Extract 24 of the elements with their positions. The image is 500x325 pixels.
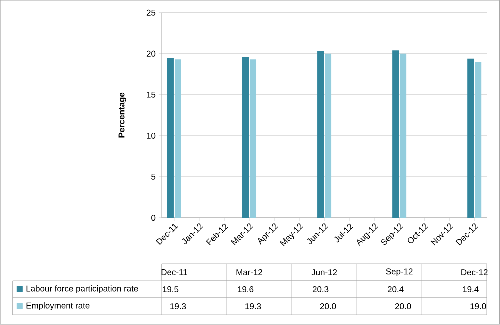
data-label: 20.0 [395,304,412,310]
y-tick-label: 20 [146,50,156,57]
data-label: 19.5 [163,286,179,293]
data-label: 20.0 [320,304,336,310]
data-label: 20.4 [388,286,404,293]
category-label: Mar-12 [236,270,262,276]
data-label: 19.0 [470,304,486,310]
data-label: 19.4 [463,286,479,293]
y-tick-label: 25 [146,10,156,16]
y-tick-label: 15 [147,92,156,98]
category-label: Jun-12 [312,270,338,276]
data-label: 19.6 [238,286,254,293]
legend-label: Employment rate [26,302,90,310]
y-tick-label: 5 [152,174,156,180]
y-tick-label: 0 [152,215,156,222]
data-label: 19.3 [246,304,262,310]
category-label: Dec-12 [462,270,488,276]
data-label: 19.3 [170,304,186,310]
y-axis-title: Percentage [118,92,126,138]
y-tick-label: 10 [147,132,156,139]
category-label: Dec-11 [162,270,188,276]
legend-label: Labour force participation rate [26,286,138,294]
data-label: 20.3 [312,286,329,293]
category-label: Sep-12 [386,268,413,276]
